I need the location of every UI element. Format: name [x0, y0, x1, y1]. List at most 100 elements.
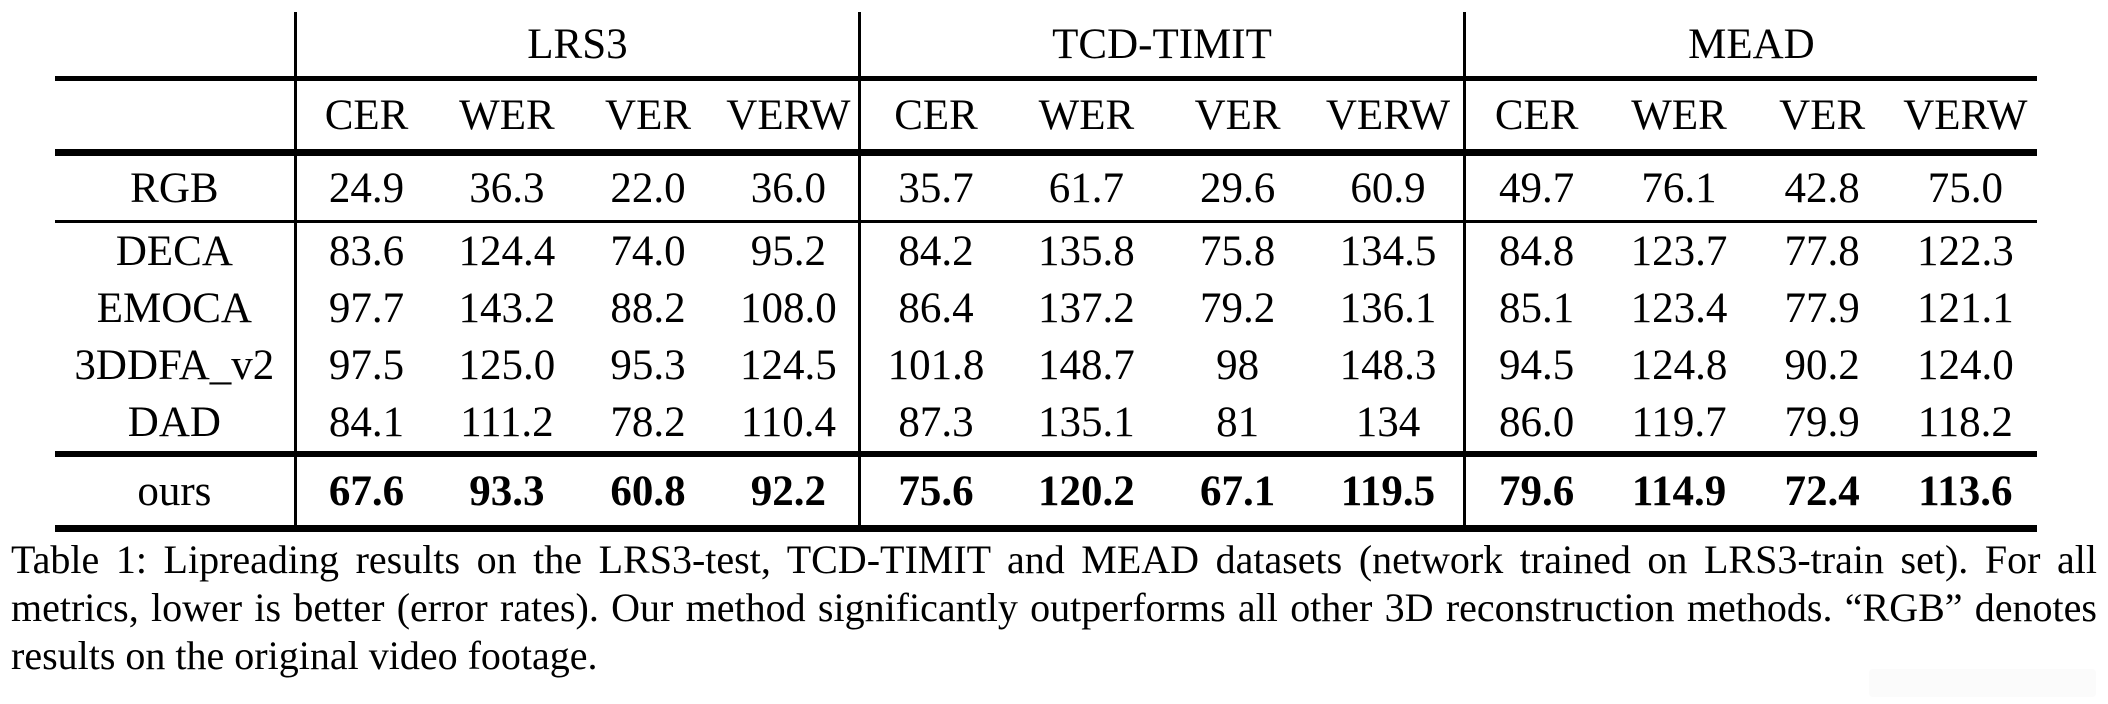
- value-cell: 111.2: [460, 399, 554, 446]
- value-cell: 84.2: [858, 221, 1011, 280]
- value-cell: 98: [1216, 342, 1260, 389]
- value-cell: 134.5: [1339, 228, 1437, 275]
- value-cell: 124.0: [1916, 342, 2014, 389]
- table-row-ours: ours 67.6 93.3 60.8 92.2 75.6 120.2 67.1 119.5 79…: [55, 451, 2037, 532]
- row-label-deca: DECA: [115, 228, 233, 275]
- metric-header-mead-cer: CER: [1462, 78, 1608, 156]
- value-cell: 77.9: [1784, 285, 1860, 332]
- value-cell: 93.3: [436, 451, 578, 532]
- metric-header-tcd-timit-cer: CER: [858, 78, 1011, 156]
- table-row-deca: DECA 83.6 124.4 74.0 95.2 84.2 135.8 75.8 134.5 8…: [55, 221, 2037, 280]
- value-cell: 148.3: [1339, 342, 1437, 389]
- value-cell: 60.8: [577, 451, 719, 532]
- metric-header-lrs3-wer: WER: [436, 78, 578, 156]
- value-cell: 90.2: [1784, 342, 1860, 389]
- value-cell: 79.2: [1199, 285, 1276, 332]
- value-cell: 124.8: [1630, 342, 1728, 389]
- value-cell: 135.1: [1038, 399, 1135, 446]
- metric-header-lrs3-ver: VER: [577, 78, 719, 156]
- value-cell: 60.9: [1313, 152, 1465, 223]
- value-cell: 122.3: [1916, 228, 2014, 275]
- metric-header-tcd-timit-ver: VER: [1162, 78, 1314, 156]
- value-cell: 75.0: [1893, 152, 2037, 223]
- row-label-emoca: EMOCA: [96, 285, 252, 332]
- value-cell: 123.4: [1630, 285, 1728, 332]
- value-cell: 29.6: [1162, 152, 1314, 223]
- value-cell: 87.3: [858, 394, 1011, 454]
- metric-header-mead-wer: WER: [1607, 78, 1751, 156]
- value-cell: 123.7: [1630, 228, 1728, 275]
- value-cell: 148.7: [1038, 342, 1135, 389]
- highlight-artifact: [1869, 669, 2096, 697]
- value-cell: 125.0: [458, 342, 556, 389]
- value-cell: 124.5: [740, 342, 837, 389]
- value-cell: 88.2: [610, 285, 686, 332]
- group-header-tcd-timit: TCD-TIMIT: [858, 12, 1465, 81]
- value-cell: 124.4: [458, 228, 556, 275]
- value-cell: 136.1: [1339, 285, 1437, 332]
- value-cell: 86.4: [858, 280, 1011, 337]
- table-row-3ddfa-v2: 3DDFA_v2 97.5 125.0 95.3 124.5 101.8 148.7 98 14…: [55, 337, 2037, 394]
- value-cell: 85.1: [1462, 280, 1608, 337]
- table-row-emoca: EMOCA 97.7 143.2 88.2 108.0 86.4 137.2 79.2 136.…: [55, 280, 2037, 337]
- value-cell: 118.2: [1917, 399, 2013, 446]
- metric-corner-cell: [55, 78, 296, 156]
- value-cell: 135.8: [1038, 228, 1135, 275]
- corner-cell: [55, 12, 296, 81]
- value-cell: 76.1: [1607, 152, 1751, 223]
- value-cell: 97.7: [293, 280, 437, 337]
- value-cell: 92.2: [718, 451, 860, 532]
- metric-header-lrs3-cer: CER: [293, 78, 437, 156]
- metric-header-lrs3-verw: VERW: [718, 78, 860, 156]
- value-cell: 75.6: [858, 451, 1011, 532]
- group-header-lrs3: LRS3: [293, 12, 860, 81]
- value-cell: 81: [1216, 399, 1260, 446]
- value-cell: 36.3: [436, 152, 578, 223]
- value-cell: 113.6: [1893, 451, 2037, 532]
- row-label-rgb: RGB: [55, 152, 296, 223]
- value-cell: 83.6: [293, 221, 437, 280]
- value-cell: 94.5: [1462, 337, 1608, 394]
- dataset-group-header-row: LRS3 TCD-TIMIT MEAD: [55, 12, 2037, 81]
- value-cell: 114.9: [1607, 451, 1751, 532]
- metric-header-tcd-timit-wer: WER: [1010, 78, 1162, 156]
- value-cell: 97.5: [293, 337, 437, 394]
- row-label-ours: ours: [55, 451, 296, 532]
- metric-header-mead-verw: VERW: [1893, 78, 2037, 156]
- value-cell: 79.9: [1784, 399, 1860, 446]
- value-cell: 24.9: [293, 152, 437, 223]
- value-cell: 143.2: [458, 285, 556, 332]
- value-cell: 121.1: [1916, 285, 2014, 332]
- value-cell: 134: [1355, 399, 1421, 446]
- value-cell: 137.2: [1038, 285, 1135, 332]
- value-cell: 86.0: [1462, 394, 1608, 454]
- value-cell: 72.4: [1750, 451, 1894, 532]
- value-cell: 61.7: [1010, 152, 1162, 223]
- value-cell: 78.2: [610, 399, 686, 446]
- table-body: RGB 24.9 36.3 22.0 36.0 35.7 61.7 29.6 60.9 49.7 7…: [55, 152, 2037, 532]
- value-cell: 120.2: [1010, 451, 1162, 532]
- value-cell: 42.8: [1750, 152, 1894, 223]
- value-cell: 49.7: [1462, 152, 1608, 223]
- results-table: LRS3 TCD-TIMIT MEAD CER WER VER VERW CER WER VER…: [55, 12, 2037, 532]
- value-cell: 35.7: [858, 152, 1011, 223]
- value-cell: 95.2: [750, 228, 827, 275]
- table-row-dad: DAD 84.1 111.2 78.2 110.4 87.3 135.1 81 134 86.0 1…: [55, 394, 2037, 454]
- value-cell: 67.6: [293, 451, 437, 532]
- value-cell: 79.6: [1462, 451, 1608, 532]
- value-cell: 108.0: [740, 285, 837, 332]
- metric-header-tcd-timit-verw: VERW: [1313, 78, 1465, 156]
- value-cell: 77.8: [1784, 228, 1860, 275]
- value-cell: 75.8: [1199, 228, 1276, 275]
- value-cell: 22.0: [577, 152, 719, 223]
- value-cell: 67.1: [1162, 451, 1314, 532]
- value-cell: 84.1: [293, 394, 437, 454]
- row-label-dad: DAD: [127, 399, 221, 446]
- value-cell: 84.8: [1462, 221, 1608, 280]
- value-cell: 36.0: [718, 152, 860, 223]
- table-caption: Table 1: Lipreading results on the LRS3-…: [11, 537, 2097, 678]
- value-cell: 110.4: [740, 399, 836, 446]
- metric-header-row: CER WER VER VERW CER WER VER VERW CER WER VER VERW: [55, 78, 2037, 156]
- value-cell: 95.3: [610, 342, 686, 389]
